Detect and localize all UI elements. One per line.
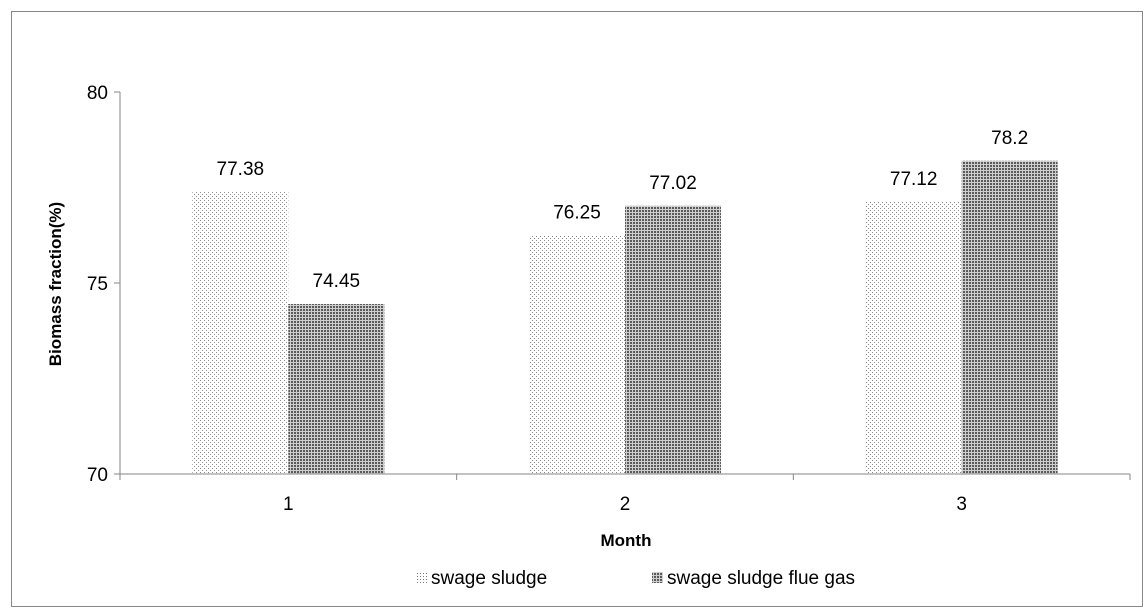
x-tick-label: 1 bbox=[283, 494, 294, 515]
bar-swage-sludge-flue-gas-month-3 bbox=[961, 160, 1058, 474]
bar-swage-sludge-flue-gas-month-2 bbox=[625, 205, 721, 474]
data-label: 77.38 bbox=[217, 159, 265, 180]
data-label: 78.2 bbox=[991, 128, 1028, 149]
bar-swage-sludge-month-1 bbox=[192, 192, 289, 475]
bar-swage-sludge-flue-gas-month-1 bbox=[288, 304, 385, 474]
y-tick-label: 80 bbox=[87, 83, 108, 104]
x-tick-label: 3 bbox=[956, 494, 967, 515]
legend-swatch bbox=[416, 572, 427, 583]
y-axis-title: Biomass fraction(%) bbox=[46, 202, 65, 366]
legend-label: swage sludge flue gas bbox=[667, 568, 855, 589]
data-label: 77.02 bbox=[649, 173, 697, 194]
y-tick-label: 70 bbox=[87, 465, 108, 486]
x-axis-title: Month bbox=[601, 531, 652, 550]
bar-swage-sludge-month-2 bbox=[529, 235, 625, 474]
legend: swage sludge swage sludge flue gas bbox=[416, 568, 855, 589]
data-label: 74.45 bbox=[313, 271, 361, 292]
plot-area: 77.38 76.25 77.12 74.45 77.02 78.2 bbox=[192, 128, 1058, 475]
legend-swatch bbox=[652, 572, 663, 583]
x-tick-label: 2 bbox=[620, 494, 631, 515]
data-label: 77.12 bbox=[890, 169, 938, 190]
axes: 70 75 80 1 2 3 bbox=[87, 83, 1131, 515]
y-tick-label: 75 bbox=[87, 274, 108, 295]
legend-label: swage sludge bbox=[431, 568, 547, 589]
bar-swage-sludge-month-3 bbox=[865, 202, 962, 475]
data-label: 76.25 bbox=[553, 202, 601, 223]
